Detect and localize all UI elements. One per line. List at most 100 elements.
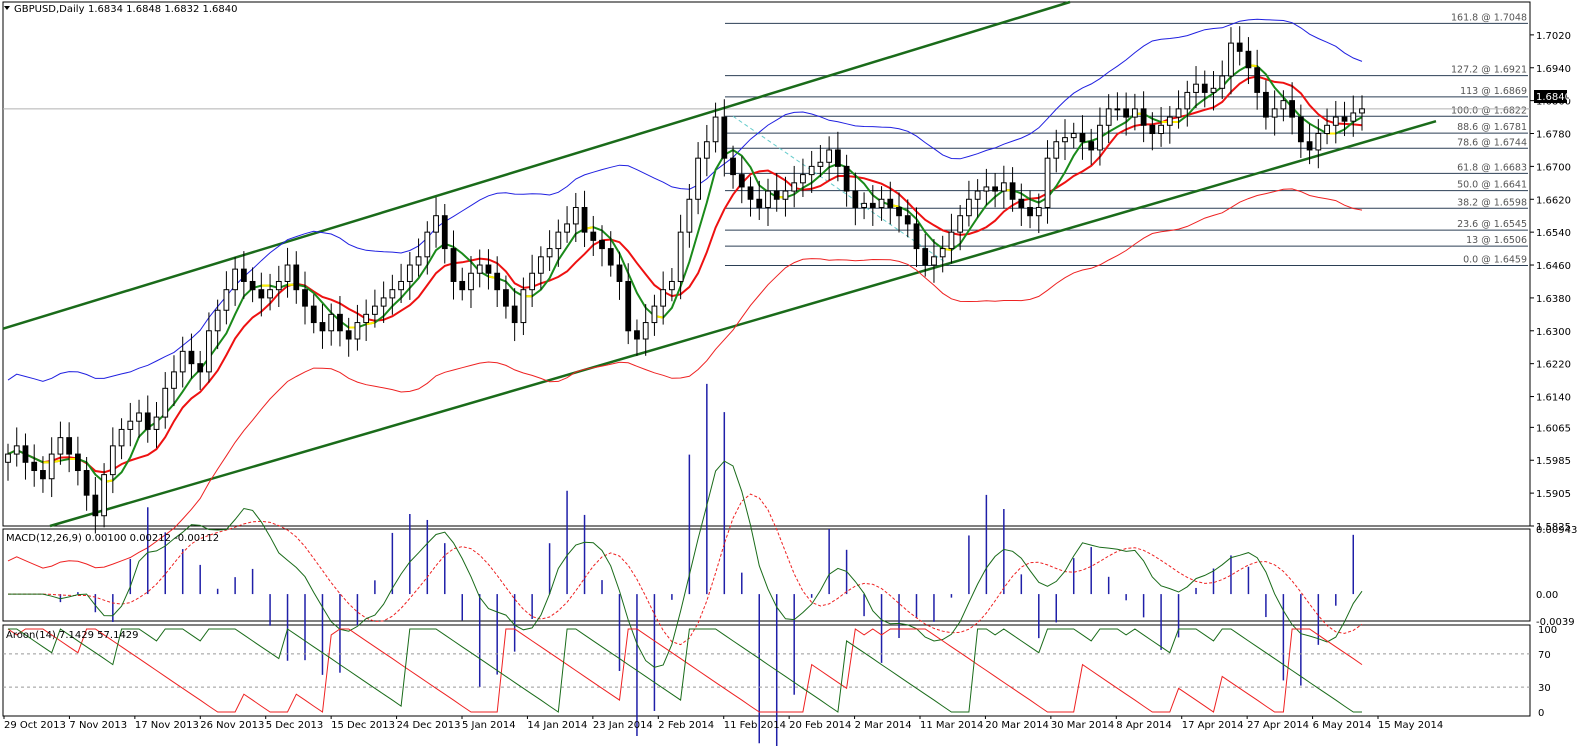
candle-body xyxy=(31,461,38,472)
candle xyxy=(503,275,509,319)
candle xyxy=(607,231,614,277)
candle-body xyxy=(136,412,142,422)
time-tick-label: 2 Feb 2014 xyxy=(658,720,714,731)
panel-frame xyxy=(2,624,1531,717)
candle xyxy=(319,304,326,349)
candle xyxy=(441,203,448,264)
time-tick-label: 20 Feb 2014 xyxy=(789,720,851,731)
candle xyxy=(983,168,990,206)
price-tick-label: 1.6620 xyxy=(1536,195,1571,206)
symbol-dropdown-icon[interactable] xyxy=(4,6,10,10)
time-tick-label: 15 Dec 2013 xyxy=(331,720,395,731)
fib-level-label: 161.8 @ 1.7048 xyxy=(1451,12,1527,23)
candle-body xyxy=(869,202,876,208)
candle-body xyxy=(887,198,894,208)
candle-body xyxy=(546,248,553,258)
candle-body xyxy=(459,280,466,291)
time-tick-label: 11 Feb 2014 xyxy=(724,720,786,731)
candle-body xyxy=(1166,116,1173,126)
candle xyxy=(118,418,125,460)
candle-body xyxy=(651,305,658,324)
aroon-tick-label: 100 xyxy=(1538,625,1557,636)
candle-body xyxy=(1053,141,1060,159)
candle-body xyxy=(1359,108,1365,114)
fib-level-label: 113 @ 1.6869 xyxy=(1460,86,1527,97)
candle-body xyxy=(686,198,693,233)
candle xyxy=(564,206,570,243)
candle-body xyxy=(1332,116,1339,126)
candle-body xyxy=(721,116,728,159)
candle xyxy=(363,299,370,342)
candle xyxy=(214,299,221,350)
aroon-panel[interactable] xyxy=(3,628,1530,713)
candle-body xyxy=(310,305,317,324)
candle xyxy=(913,207,920,268)
candle xyxy=(808,150,815,193)
candle-body xyxy=(433,215,439,233)
candle-body xyxy=(974,190,981,200)
candle xyxy=(1271,90,1278,136)
candle-body xyxy=(677,231,684,282)
panel-frame xyxy=(2,528,1531,622)
candle xyxy=(537,246,544,290)
macd-panel[interactable] xyxy=(8,383,1363,746)
time-axis: 29 Oct 2013 7 Nov 2013 17 Nov 2013 26 Nov 2… xyxy=(3,716,1443,731)
candle-body xyxy=(494,272,501,291)
candle xyxy=(590,215,597,256)
candle-body xyxy=(22,445,29,463)
fib-level-label: 0.0 @ 1.6459 xyxy=(1463,254,1527,265)
time-tick-label: 23 Jan 2014 xyxy=(593,720,653,731)
aroon-tick-label: 30 xyxy=(1538,683,1551,694)
candle-body xyxy=(1254,67,1261,93)
candle xyxy=(1149,112,1156,151)
candle xyxy=(651,294,658,336)
price-tick-label: 1.6300 xyxy=(1536,327,1571,338)
candle xyxy=(931,239,937,283)
candle xyxy=(1280,90,1287,122)
aroon-tick-label: 70 xyxy=(1538,650,1551,661)
candle-body xyxy=(957,215,964,233)
candle-body xyxy=(66,437,73,455)
candle-body xyxy=(1315,133,1322,151)
candle-body xyxy=(765,190,771,208)
candle-body xyxy=(1306,141,1313,151)
candle xyxy=(302,271,308,325)
candle xyxy=(1175,90,1182,129)
time-tick-label: 7 Nov 2013 xyxy=(69,720,127,731)
candle xyxy=(249,267,256,303)
fib-level-label: 50.0 @ 1.6641 xyxy=(1457,180,1527,191)
candle-body xyxy=(1263,91,1269,118)
candle-body xyxy=(83,470,90,496)
time-tick-label: 11 Mar 2014 xyxy=(920,720,983,731)
candle-body xyxy=(153,416,160,430)
candle xyxy=(188,333,195,379)
candle xyxy=(1263,80,1269,130)
candle-body xyxy=(127,420,134,430)
candle xyxy=(738,156,745,204)
candle xyxy=(179,336,186,388)
candle xyxy=(1306,123,1313,165)
price-panel[interactable]: 161.8 @ 1.7048 127.2 @ 1.6921 113 @ 1.6869… xyxy=(2,0,1530,569)
candle-body xyxy=(398,280,404,291)
candle-body xyxy=(625,280,632,332)
candle xyxy=(1254,49,1261,110)
candle xyxy=(1000,165,1007,209)
candle-body xyxy=(878,198,885,208)
candle-body xyxy=(1350,112,1357,122)
macd-tick-label: 0.00 xyxy=(1536,590,1558,601)
candle-body xyxy=(529,272,536,291)
candle-body xyxy=(380,297,387,307)
candle xyxy=(328,303,335,346)
candle xyxy=(1088,128,1095,165)
candle-body xyxy=(843,165,850,192)
bollinger-lower-line xyxy=(7,188,1363,569)
candle-body xyxy=(948,231,955,250)
candle-body xyxy=(555,231,562,250)
candle xyxy=(511,288,518,342)
candle-body xyxy=(1271,108,1278,118)
candle xyxy=(144,395,151,443)
candle xyxy=(817,145,824,178)
price-tick-label: 1.6780 xyxy=(1536,130,1571,141)
candle-body xyxy=(415,256,422,266)
